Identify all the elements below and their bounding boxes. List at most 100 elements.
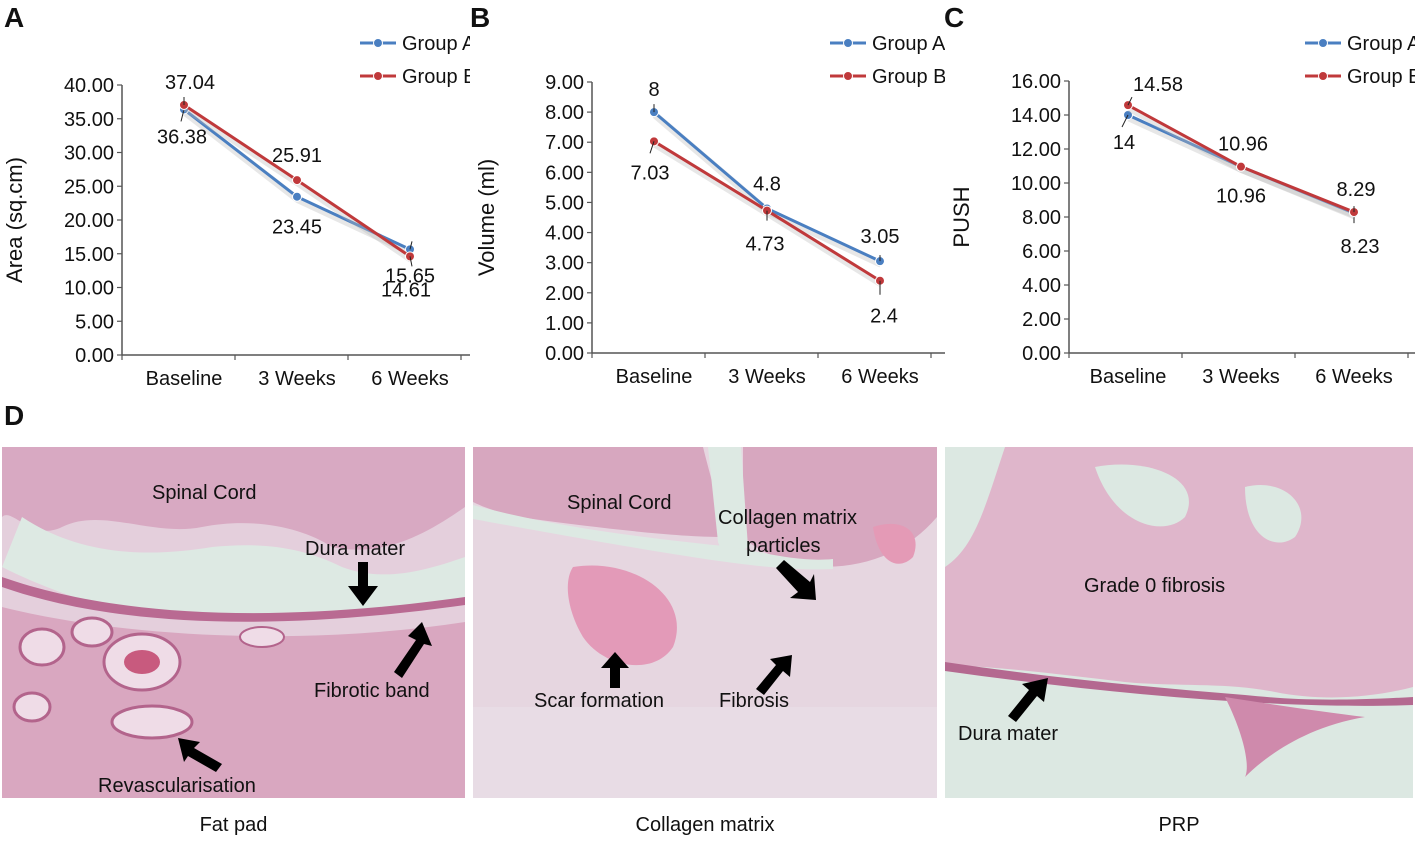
- collagen-tissue: [473, 447, 937, 798]
- caption-collagen-matrix: Collagen matrix: [635, 814, 775, 836]
- caption-prp: PRP: [1158, 814, 1200, 836]
- prp-micrograph: [945, 447, 1413, 798]
- y-tick-label: 14.00: [1011, 105, 1061, 127]
- arrow-up-right-icon: [1008, 678, 1048, 722]
- legend-marker: [1318, 38, 1328, 48]
- label-spinal-cord-fat: Spinal Cord: [152, 482, 257, 504]
- y-tick-label: 2.00: [545, 283, 584, 305]
- legend-label: Group B: [402, 66, 470, 88]
- label-fibrotic-band: Fibrotic band: [314, 680, 430, 702]
- legend-label: Group A: [872, 33, 945, 55]
- y-tick-label: 7.00: [545, 132, 584, 154]
- y-tick-label: 2.00: [1022, 309, 1061, 331]
- data-label: 14.58: [1133, 74, 1183, 96]
- y-axis-label: PUSH: [949, 186, 974, 247]
- label-grade-0-fibrosis: Grade 0 fibrosis: [1084, 575, 1226, 597]
- x-tick-label: Baseline: [1090, 366, 1167, 388]
- label-fibrosis: Fibrosis: [719, 690, 790, 712]
- y-tick-label: 40.00: [64, 75, 114, 97]
- y-tick-label: 15.00: [64, 244, 114, 266]
- data-label: 14: [1113, 132, 1135, 154]
- push-chart: 0.00 2.00 4.00 6.00 8.00 10.00 12.00 14.00 16.00…: [949, 33, 1415, 388]
- y-tick-label: 35.00: [64, 109, 114, 131]
- label-dura-mater-prp: Dura mater: [958, 723, 1059, 745]
- data-label: 37.04: [165, 72, 215, 94]
- label-scar-formation: Scar formation: [534, 690, 665, 712]
- legend-marker: [373, 71, 383, 81]
- y-tick-label: 0.00: [75, 345, 114, 367]
- y-tick-label: 30.00: [64, 143, 114, 165]
- x-tick-label: 3 Weeks: [728, 366, 805, 388]
- panel-letter-c: C: [944, 2, 965, 33]
- legend-label: Group B: [872, 66, 945, 88]
- volume-chart: 0.00 1.00 2.00 3.00 4.00 5.00 6.00 7.00 8.00 9.00…: [474, 33, 945, 388]
- y-tick-label: 10.00: [64, 278, 114, 300]
- y-axis-label: Volume (ml): [474, 159, 499, 276]
- x-tick-label: 6 Weeks: [841, 366, 918, 388]
- data-label: 10.96: [1216, 186, 1266, 208]
- data-point: [292, 175, 302, 186]
- data-label: 23.45: [272, 217, 322, 239]
- data-point: [292, 191, 302, 202]
- y-tick-label: 16.00: [1011, 71, 1061, 93]
- caption-fat-pad: Fat pad: [199, 814, 268, 836]
- legend-label: Group B: [1347, 66, 1415, 88]
- data-label: 8.29: [1337, 179, 1376, 201]
- leader-line: [409, 241, 413, 250]
- arrow-up-right-icon: [394, 622, 432, 678]
- y-tick-label: 12.00: [1011, 139, 1061, 161]
- data-label: 15.65: [385, 265, 435, 287]
- y-tick-label: 0.00: [545, 343, 584, 365]
- x-tick-label: 3 Weeks: [258, 368, 335, 390]
- label-collagen-particles-line2: particles: [746, 535, 821, 557]
- fat-pad-tissue: [2, 447, 465, 798]
- x-tick-label: 3 Weeks: [1202, 366, 1279, 388]
- data-label: 2.4: [870, 306, 898, 328]
- data-label: 4.8: [753, 173, 781, 195]
- y-tick-label: 0.00: [1022, 343, 1061, 365]
- x-tick-label: 6 Weeks: [371, 368, 448, 390]
- legend-marker: [373, 38, 383, 48]
- legend-marker: [1318, 71, 1328, 81]
- y-tick-label: 8.00: [545, 102, 584, 124]
- y-tick-label: 9.00: [545, 72, 584, 94]
- data-label: 7.03: [631, 162, 670, 184]
- y-tick-label: 10.00: [1011, 173, 1061, 195]
- legend-marker: [843, 71, 853, 81]
- arrow-up-right-icon: [756, 655, 792, 695]
- arrow-up-icon: [601, 652, 629, 688]
- data-label: 36.38: [157, 126, 207, 148]
- y-tick-label: 6.00: [1022, 241, 1061, 263]
- leader-line: [1127, 96, 1133, 106]
- label-spinal-cord-collagen: Spinal Cord: [567, 492, 672, 514]
- y-tick-label: 25.00: [64, 176, 114, 198]
- y-tick-label: 5.00: [545, 192, 584, 214]
- legend-label: Group A: [1347, 33, 1415, 55]
- panel-letter-a: A: [4, 2, 25, 33]
- legend-label: Group A: [402, 33, 470, 55]
- y-tick-label: 8.00: [1022, 207, 1061, 229]
- y-tick-label: 5.00: [75, 311, 114, 333]
- data-point: [1236, 161, 1246, 172]
- label-dura-mater-fat: Dura mater: [305, 538, 406, 560]
- data-label: 3.05: [861, 226, 900, 248]
- leader-line: [180, 109, 185, 122]
- arrow-down-icon: [348, 562, 378, 606]
- y-tick-label: 4.00: [545, 223, 584, 245]
- leader-line: [649, 141, 655, 154]
- y-tick-label: 4.00: [1022, 275, 1061, 297]
- data-label: 25.91: [272, 145, 322, 167]
- fat-pad-micrograph: [2, 447, 465, 798]
- panel-letter-b: B: [470, 2, 491, 33]
- x-tick-label: Baseline: [616, 366, 693, 388]
- data-label: 4.73: [746, 234, 785, 256]
- legend-marker: [843, 38, 853, 48]
- label-collagen-particles-line1: Collagen matrix: [718, 507, 857, 529]
- data-label: 8.23: [1341, 236, 1380, 258]
- data-label: 8: [648, 79, 659, 101]
- y-tick-label: 6.00: [545, 162, 584, 184]
- area-chart: 0.00 5.00 10.00 15.00 20.00 25.00 30.00 35.00 40…: [2, 33, 470, 390]
- x-tick-label: 6 Weeks: [1315, 366, 1392, 388]
- prp-tissue: [945, 447, 1413, 798]
- y-tick-label: 1.00: [545, 313, 584, 335]
